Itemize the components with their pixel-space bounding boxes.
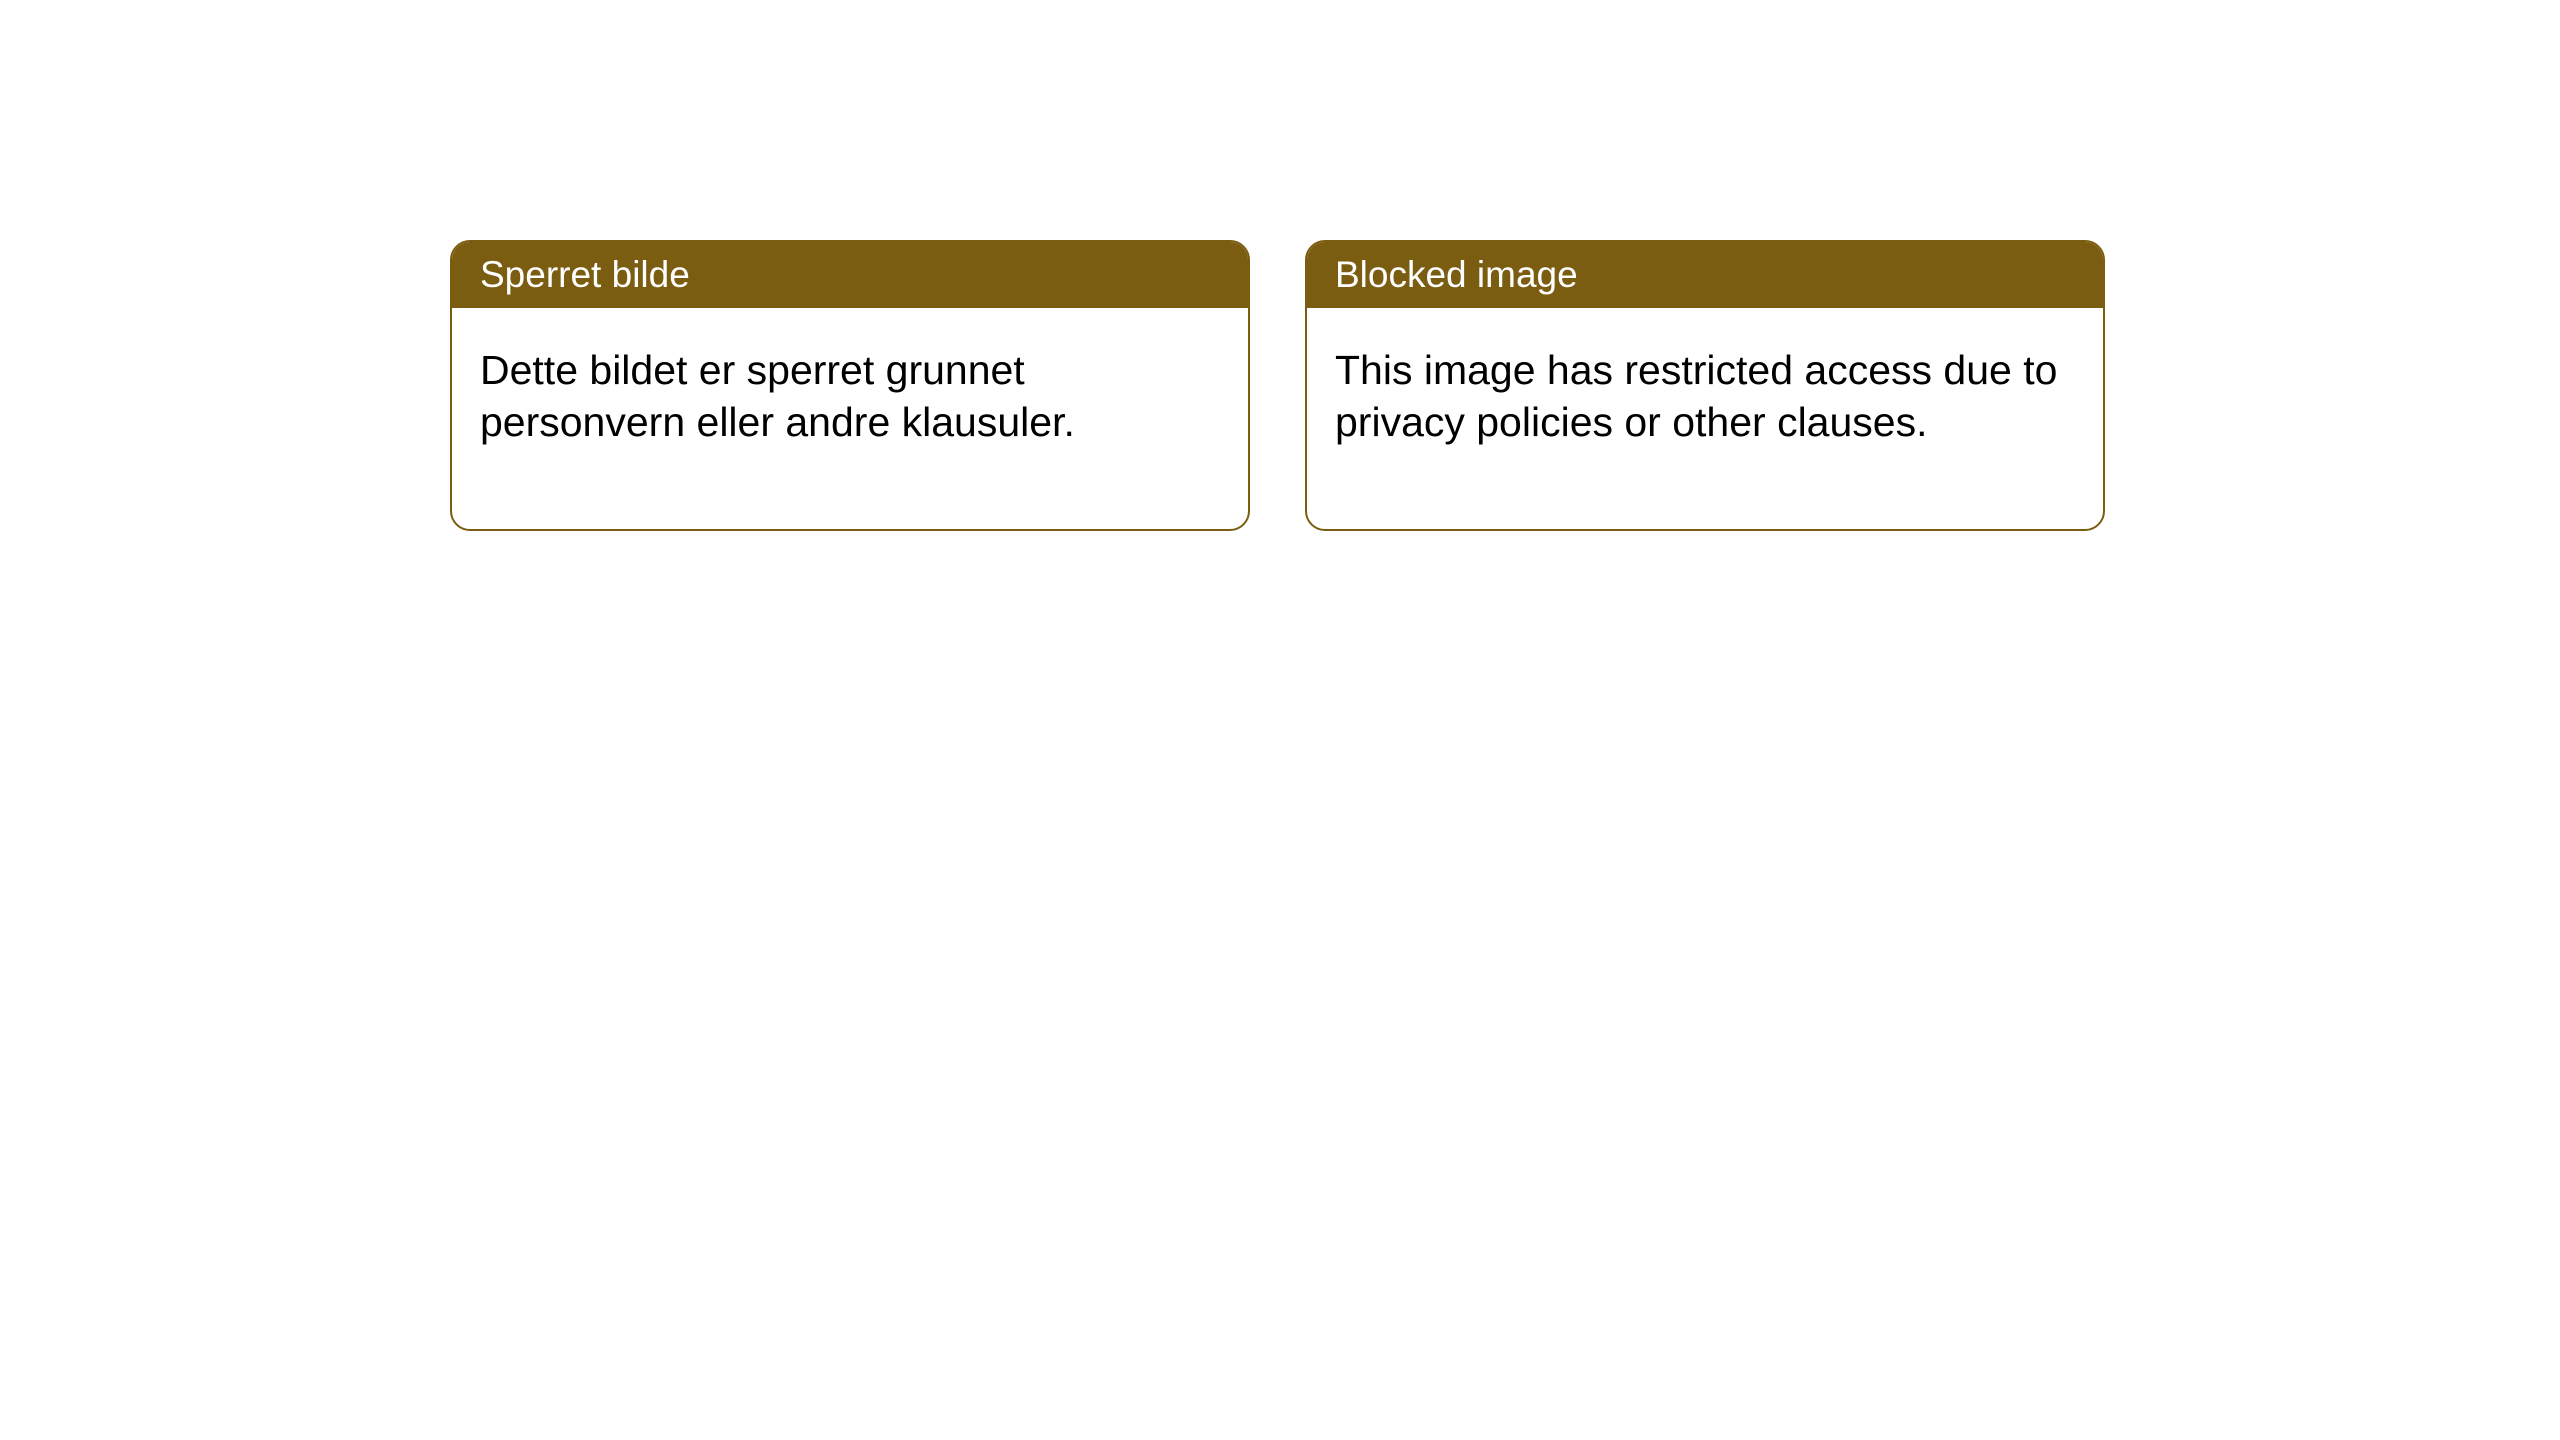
notice-body: This image has restricted access due to … (1307, 308, 2103, 529)
notice-header: Sperret bilde (452, 242, 1248, 308)
notice-card-norwegian: Sperret bilde Dette bildet er sperret gr… (450, 240, 1250, 531)
notice-container: Sperret bilde Dette bildet er sperret gr… (450, 240, 2105, 531)
notice-message: This image has restricted access due to … (1335, 347, 2057, 445)
notice-title: Sperret bilde (480, 254, 690, 295)
notice-title: Blocked image (1335, 254, 1578, 295)
notice-message: Dette bildet er sperret grunnet personve… (480, 347, 1075, 445)
notice-header: Blocked image (1307, 242, 2103, 308)
notice-card-english: Blocked image This image has restricted … (1305, 240, 2105, 531)
notice-body: Dette bildet er sperret grunnet personve… (452, 308, 1248, 529)
